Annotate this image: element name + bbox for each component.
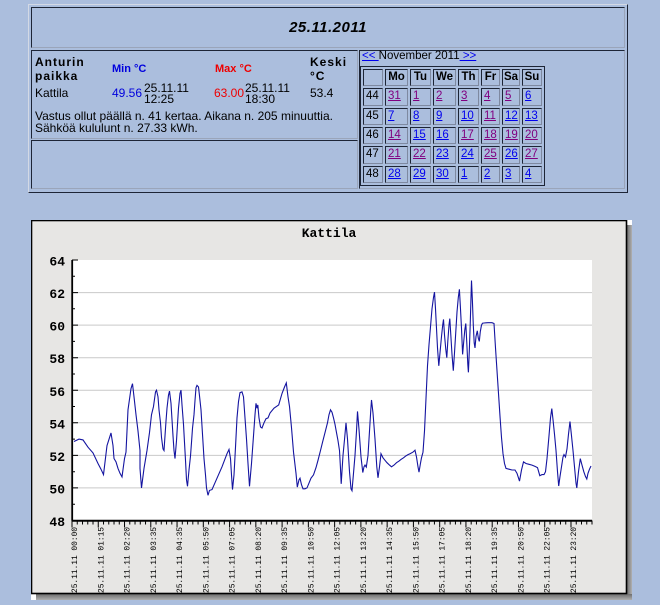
svg-text:25.11.11 07:05: 25.11.11 07:05	[228, 527, 238, 593]
svg-text:58: 58	[49, 352, 65, 367]
svg-text:25.11.11 22:05: 25.11.11 22:05	[543, 527, 553, 593]
svg-text:25.11.11 09:35: 25.11.11 09:35	[280, 527, 290, 593]
svg-text:25.11.11 14:35: 25.11.11 14:35	[385, 527, 395, 593]
svg-text:25.11.11 00:00: 25.11.11 00:00	[70, 527, 80, 593]
svg-text:56: 56	[49, 385, 65, 400]
svg-text:64: 64	[49, 255, 65, 270]
svg-text:25.11.11 12:05: 25.11.11 12:05	[333, 527, 343, 593]
svg-text:60: 60	[49, 320, 65, 335]
svg-text:62: 62	[49, 287, 65, 302]
svg-text:25.11.11 23:20: 25.11.11 23:20	[569, 527, 579, 593]
svg-text:25.11.11 10:50: 25.11.11 10:50	[306, 527, 316, 593]
svg-text:25.11.11 19:35: 25.11.11 19:35	[490, 527, 500, 593]
svg-text:25.11.11 02:20: 25.11.11 02:20	[123, 527, 133, 593]
svg-text:25.11.11 08:20: 25.11.11 08:20	[254, 527, 264, 593]
svg-text:54: 54	[49, 417, 65, 432]
svg-text:50: 50	[49, 482, 65, 497]
svg-text:52: 52	[49, 450, 65, 465]
svg-text:25.11.11 01:15: 25.11.11 01:15	[96, 527, 106, 593]
svg-text:25.11.11 05:50: 25.11.11 05:50	[201, 527, 211, 593]
svg-text:25.11.11 17:05: 25.11.11 17:05	[438, 527, 448, 593]
svg-text:25.11.11 13:20: 25.11.11 13:20	[359, 527, 369, 593]
svg-text:25.11.11 15:50: 25.11.11 15:50	[411, 527, 421, 593]
svg-text:25.11.11 03:35: 25.11.11 03:35	[149, 527, 159, 593]
svg-text:48: 48	[49, 515, 65, 530]
svg-text:Kattila: Kattila	[302, 226, 357, 241]
svg-text:25.11.11 04:35: 25.11.11 04:35	[175, 527, 185, 593]
svg-text:25.11.11 20:50: 25.11.11 20:50	[517, 527, 527, 593]
svg-text:25.11.11 18:20: 25.11.11 18:20	[464, 527, 474, 593]
